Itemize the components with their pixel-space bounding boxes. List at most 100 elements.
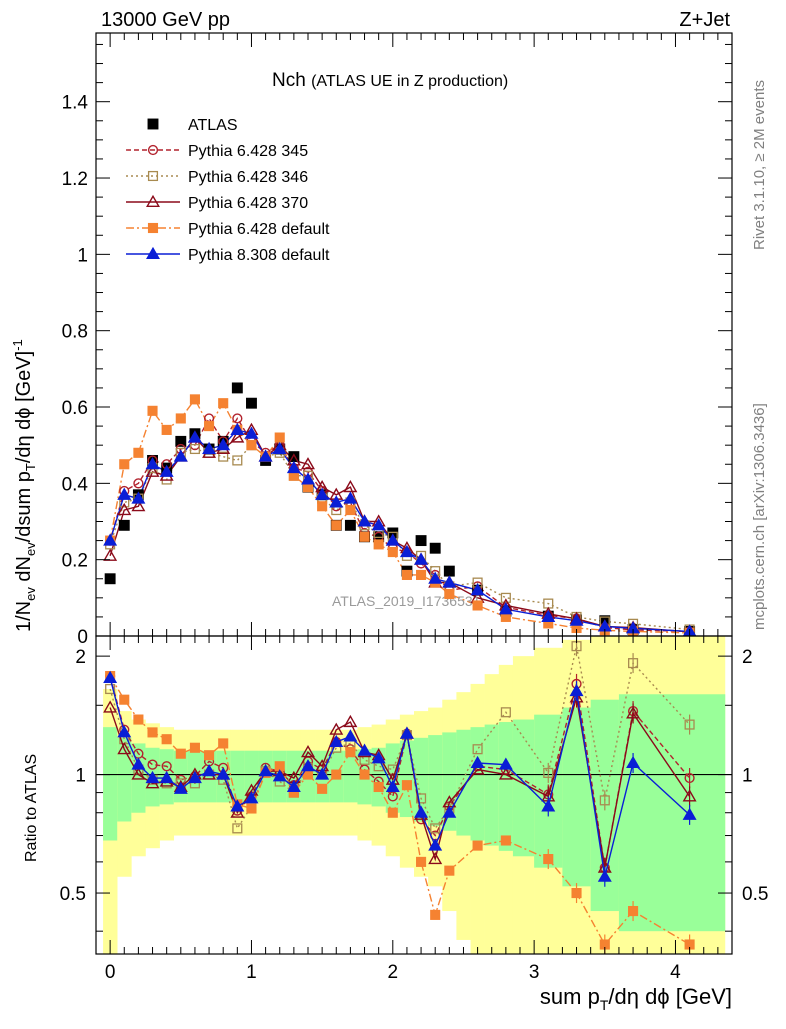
ratio-point-pythia-8-308-default	[414, 805, 429, 818]
ratio-point-pythia-6-428-370	[131, 767, 146, 780]
uncertainty-band-inner	[512, 719, 535, 857]
data-point-pythia-8-308-default	[117, 487, 132, 500]
x-tick-label: 4	[670, 962, 681, 983]
ratio-point-pythia-6-428-370	[230, 805, 245, 818]
data-point-pythia-8-308-default	[244, 426, 259, 439]
legend-marker-pythia-6-428-345	[147, 144, 159, 156]
legend-marker-pythia-8-308-default	[146, 246, 160, 260]
ratio-point-pythia-6-428-default	[444, 865, 455, 876]
ratio-point-pythia-6-428-default	[543, 854, 554, 865]
legend-label-pythia-8-308-default: Pythia 8.308 default	[188, 247, 330, 264]
data-point-pythia-8-308-default	[272, 441, 287, 455]
ratio-point-pythia-6-428-370	[682, 789, 697, 802]
data-point-pythia-6-428-default	[444, 588, 455, 600]
ratio-point-pythia-6-428-default	[317, 783, 328, 794]
ratio-point-pythia-6-428-346	[472, 744, 483, 755]
data-point-atlas	[344, 519, 356, 531]
ratio-point-pythia-6-428-default	[628, 906, 639, 917]
ratio-point-pythia-6-428-default	[373, 781, 384, 793]
ratio-point-pythia-8-308-default	[258, 764, 273, 777]
uncertainty-band-inner	[343, 750, 358, 803]
ratio-point-pythia-6-428-346	[232, 823, 243, 834]
ratio-point-pythia-6-428-370	[569, 690, 584, 703]
ratio-point-pythia-6-428-346	[105, 683, 116, 695]
data-point-pythia-8-308-default	[187, 430, 202, 443]
ratio-point-pythia-8-308-default	[315, 767, 330, 780]
ratio-y-tick-label-right: 2	[742, 647, 753, 668]
data-point-pythia-8-308-default	[131, 491, 146, 504]
data-point-pythia-6-428-346	[232, 455, 243, 466]
ratio-point-pythia-8-308-default	[230, 799, 245, 812]
ratio-point-pythia-6-428-default	[119, 694, 130, 705]
ratio-point-pythia-6-428-345	[147, 759, 158, 770]
ratio-point-pythia-6-428-346	[628, 658, 639, 669]
ratio-point-pythia-8-308-default	[428, 838, 443, 851]
data-point-pythia-8-308-default	[498, 602, 513, 615]
data-point-pythia-8-308-default	[173, 449, 188, 462]
ratio-point-pythia-6-428-346	[416, 793, 427, 804]
data-point-pythia-8-308-default	[399, 544, 414, 558]
ratio-point-pythia-6-428-default	[218, 738, 229, 749]
ratio-point-pythia-6-428-default	[133, 714, 144, 725]
ratio-point-pythia-8-308-default	[117, 725, 132, 738]
data-point-pythia-8-308-default	[569, 613, 584, 626]
x-tick-label: 0	[105, 962, 116, 983]
ratio-y-tick-label: 1	[75, 766, 86, 787]
ratio-point-pythia-6-428-default	[359, 769, 370, 780]
ratio-point-pythia-8-308-default	[216, 767, 231, 780]
data-point-atlas	[246, 397, 257, 409]
ratio-point-pythia-6-428-370	[626, 706, 641, 719]
ratio-point-pythia-8-308-default	[385, 779, 400, 793]
uncertainty-band-inner	[470, 727, 485, 841]
data-point-pythia-8-308-default	[286, 460, 301, 474]
data-point-pythia-8-308-default	[428, 571, 443, 584]
ratio-point-pythia-8-308-default	[301, 759, 315, 772]
legend-marker-pythia-6-428-default	[147, 222, 159, 234]
uncertainty-band-inner	[484, 724, 500, 846]
energy-label: 13000 GeV pp	[101, 9, 230, 31]
data-point-pythia-8-308-default	[258, 449, 273, 462]
legend-marker-atlas	[147, 118, 159, 130]
data-point-pythia-6-428-346	[218, 451, 229, 462]
data-point-atlas	[429, 542, 441, 554]
x-tick-label: 2	[388, 962, 399, 983]
y-tick-label: 0.2	[62, 551, 88, 572]
ratio-point-pythia-6-428-370	[103, 700, 118, 713]
data-point-pythia-6-428-346	[189, 443, 200, 455]
data-point-atlas	[118, 519, 130, 531]
ratio-point-pythia-8-308-default	[159, 770, 174, 784]
data-point-pythia-6-428-default	[161, 424, 172, 435]
data-point-pythia-6-428-345	[133, 478, 144, 489]
ratio-point-pythia-6-428-370	[343, 714, 358, 728]
data-point-pythia-6-428-default	[246, 440, 257, 451]
ratio-point-pythia-6-428-370	[301, 745, 315, 758]
ratio-point-pythia-8-308-default	[498, 757, 513, 770]
y-tick-label: 1	[77, 245, 88, 266]
ratio-point-pythia-6-428-default	[161, 734, 172, 745]
ratio-point-pythia-8-308-default	[541, 799, 556, 812]
main-y-label: 1/Nev dNev/dsum pT/dη dϕ [GeV]-1	[10, 339, 38, 632]
ratio-line-pythia-6-428-346	[109, 646, 691, 831]
ratio-point-pythia-8-308-default	[187, 770, 202, 784]
uncertainty-band-inner	[456, 729, 471, 836]
y-tick-label: 1.2	[62, 169, 88, 190]
ratio-point-pythia-6-428-345	[387, 791, 398, 802]
ratio-point-pythia-8-308-default	[597, 869, 612, 882]
ratio-point-pythia-8-308-default	[626, 755, 641, 769]
ratio-point-pythia-8-308-default	[371, 751, 386, 764]
y-tick-label: 0.8	[62, 322, 88, 343]
uncertainty-band-inner	[498, 722, 514, 851]
legend-label-atlas: ATLAS	[188, 117, 238, 134]
data-point-pythia-8-308-default	[301, 472, 315, 485]
uncertainty-band-inner	[117, 737, 132, 822]
legend-label-pythia-6-428-345: Pythia 6.428 345	[188, 143, 308, 160]
data-point-pythia-6-428-default	[401, 569, 412, 580]
ratio-point-pythia-6-428-default	[147, 727, 158, 738]
ratio-y-tick-label: 2	[75, 647, 86, 668]
data-point-pythia-8-308-default	[414, 552, 429, 565]
data-point-pythia-8-308-default	[343, 491, 358, 504]
ratio-point-pythia-8-308-default	[145, 770, 160, 784]
data-point-atlas	[443, 565, 455, 577]
ratio-point-pythia-6-428-default	[175, 748, 186, 759]
data-point-pythia-6-428-default	[416, 569, 427, 580]
